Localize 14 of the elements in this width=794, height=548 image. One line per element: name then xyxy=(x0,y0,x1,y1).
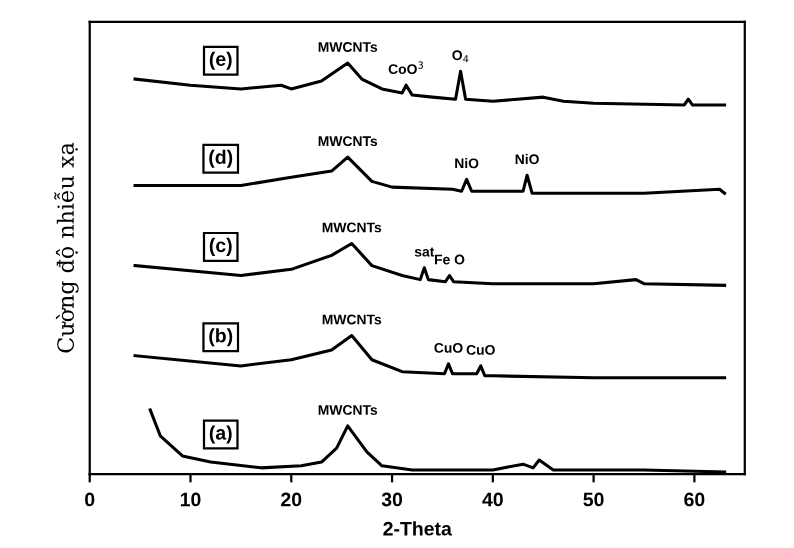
x-tick-label: 30 xyxy=(381,492,403,507)
x-tick-label: 40 xyxy=(482,492,503,507)
series-label: (a) xyxy=(209,425,232,444)
series-label: (c) xyxy=(209,237,232,256)
x-tick-label: 0 xyxy=(85,492,95,507)
x-axis-title: 2-Theta xyxy=(383,521,452,536)
series-label: (d) xyxy=(209,149,233,168)
x-tick-label: 50 xyxy=(583,492,604,507)
x-tick-label: 60 xyxy=(684,492,705,507)
y-axis-title: Cường độ nhiễu xạ xyxy=(54,142,79,353)
x-tick-label: 20 xyxy=(281,492,302,507)
series-label: (b) xyxy=(209,328,233,347)
x-tick-label: 10 xyxy=(180,492,201,507)
series-label: (e) xyxy=(209,51,232,70)
